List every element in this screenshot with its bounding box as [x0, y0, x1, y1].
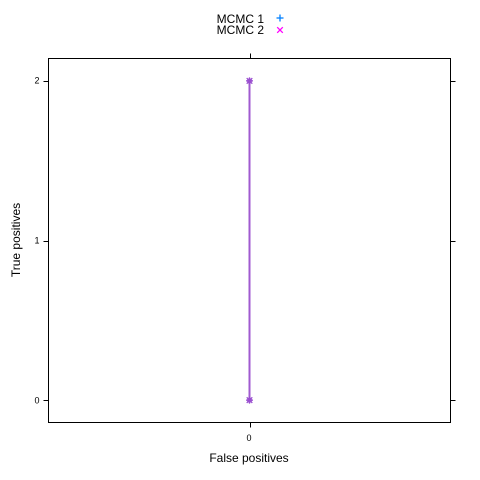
legend-cross-mark [276, 26, 284, 34]
legend-marker-cross-icon [276, 26, 284, 34]
series-2-point-1 [246, 77, 253, 85]
y-tick-label-0: 0 [34, 396, 39, 406]
legend-label-series-1: MCMC 1 [217, 12, 265, 26]
legend-marker-plus-icon [276, 14, 284, 22]
x-tick-labels: 0 [246, 433, 251, 443]
legend: MCMC 1 MCMC 2 [217, 12, 284, 37]
y-tick-label-1: 1 [34, 236, 39, 246]
data-layer [246, 77, 253, 404]
y-tick-labels: 0 1 2 [34, 76, 39, 406]
y-axis-label: True positives [9, 203, 23, 277]
axis-ticks [43, 53, 456, 428]
y-tick-label-2: 2 [34, 76, 39, 86]
x-tick-label-0: 0 [246, 433, 251, 443]
plot-frame [48, 58, 451, 423]
legend-label-series-2: MCMC 2 [217, 23, 265, 37]
series-2-point-1-b [246, 77, 253, 85]
series-2-point-0-b [246, 396, 253, 404]
x-axis-label: False positives [209, 451, 288, 465]
series-2-point-0 [246, 396, 253, 404]
legend-cross-mark-b [276, 26, 284, 34]
legend-plus-mark [276, 14, 284, 22]
